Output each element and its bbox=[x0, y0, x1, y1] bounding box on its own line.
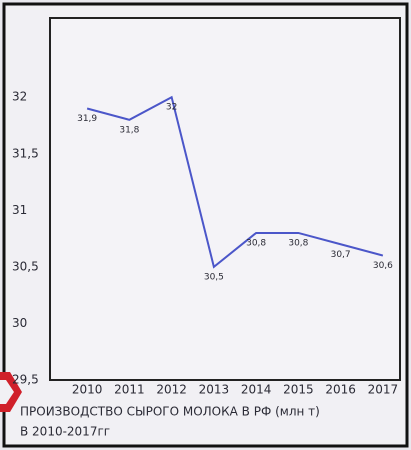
data-label: 32 bbox=[166, 103, 177, 113]
x-tick-label: 2010 bbox=[72, 383, 103, 397]
x-tick-label: 2016 bbox=[325, 383, 356, 397]
y-tick-label: 29,5 bbox=[12, 373, 39, 387]
y-tick-label: 31,5 bbox=[12, 146, 39, 160]
x-tick-label: 2013 bbox=[199, 383, 230, 397]
data-label: 31,8 bbox=[119, 125, 139, 135]
data-label: 30,8 bbox=[246, 238, 266, 248]
chart: ПРОИЗВОДСТВО СЫРОГО МОЛОКА В РФ (млн т) … bbox=[0, 0, 411, 450]
x-tick-label: 2012 bbox=[156, 383, 187, 397]
x-tick-label: 2017 bbox=[368, 383, 399, 397]
data-label: 30,7 bbox=[331, 250, 351, 260]
y-tick-label: 31 bbox=[12, 203, 27, 217]
data-label: 30,5 bbox=[204, 272, 224, 282]
chart-title: ПРОИЗВОДСТВО СЫРОГО МОЛОКА В РФ (млн т) bbox=[20, 405, 320, 419]
y-tick-label: 30,5 bbox=[12, 259, 39, 273]
x-tick-label: 2015 bbox=[283, 383, 314, 397]
data-label: 30,6 bbox=[373, 261, 393, 271]
chart-subtitle: В 2010-2017гг bbox=[20, 425, 110, 439]
plot-area bbox=[50, 18, 400, 380]
x-tick-label: 2014 bbox=[241, 383, 272, 397]
y-tick-label: 32 bbox=[12, 90, 27, 104]
data-label: 30,8 bbox=[288, 238, 308, 248]
y-tick-label: 30 bbox=[12, 316, 27, 330]
data-label: 31,9 bbox=[77, 114, 97, 124]
x-tick-label: 2011 bbox=[114, 383, 145, 397]
